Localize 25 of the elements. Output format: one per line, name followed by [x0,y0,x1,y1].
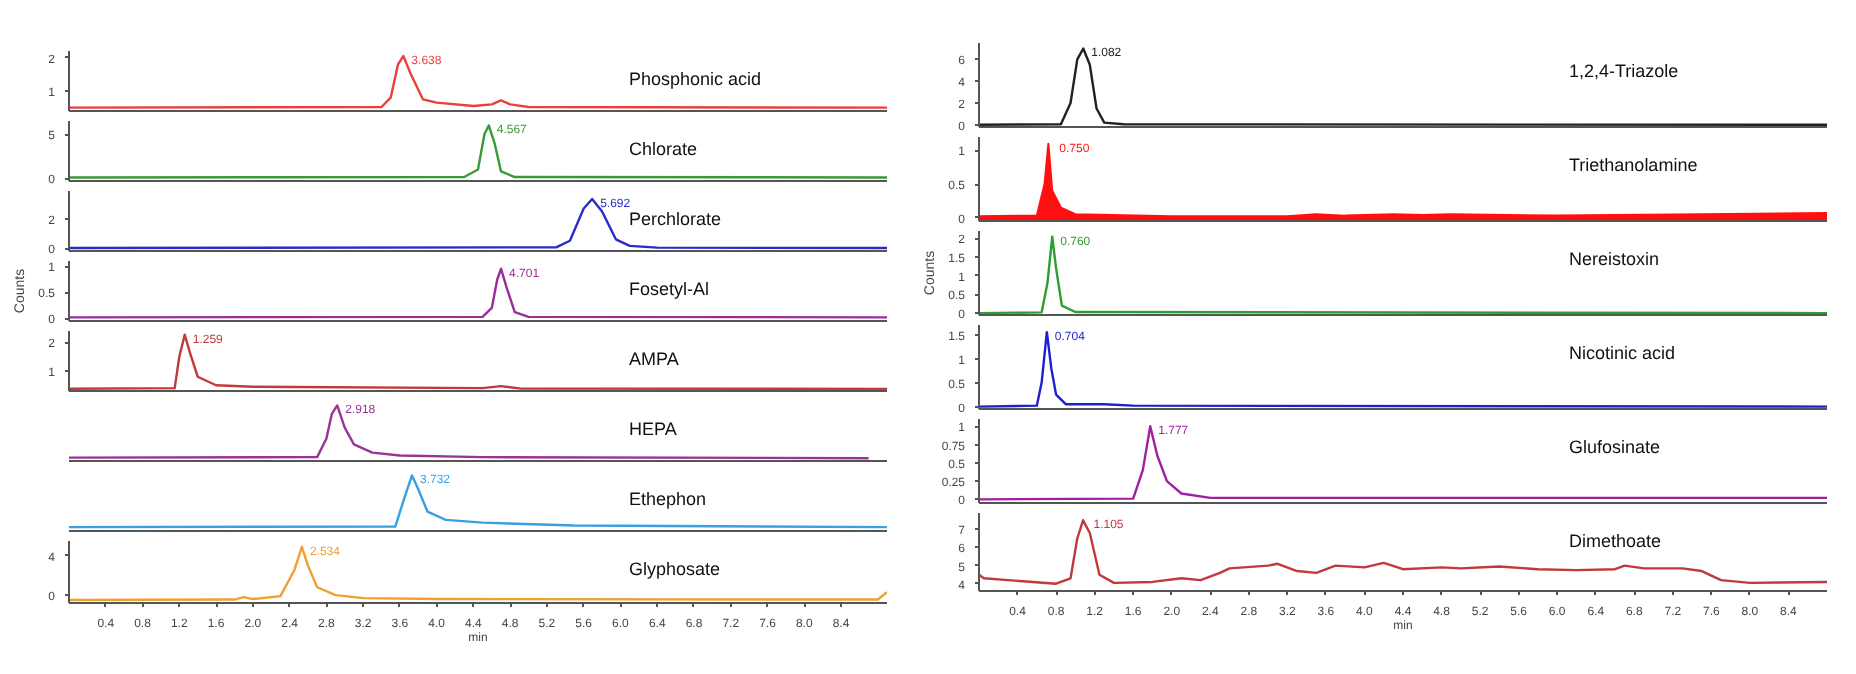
text: Ethephon [629,489,707,509]
line-series [69,333,887,391]
line-series [979,235,1827,315]
text: Glyphosate [629,559,721,579]
line-series [979,519,1827,585]
line-series [69,54,887,109]
line-series [69,197,887,250]
text: Perchlorate [629,209,722,229]
text: Nicotinic acid [1569,343,1676,363]
line-series [69,124,887,179]
text: Nereistoxin [1569,249,1660,269]
text: Triethanolamine [1569,155,1698,175]
text: Fosetyl-Al [629,279,710,299]
text: HEPA [629,419,677,439]
line-series [979,331,1827,408]
line-series [69,267,887,319]
text: Chlorate [629,139,698,159]
line-series [69,545,887,602]
line-series [979,425,1827,501]
text: AMPA [629,349,679,369]
text: Dimethoate [1569,531,1662,551]
line-series [979,47,1827,127]
text: Phosphonic acid [629,69,762,89]
text: 1,2,4-Triazole [1569,61,1679,81]
text: Glufosinate [1569,437,1661,457]
